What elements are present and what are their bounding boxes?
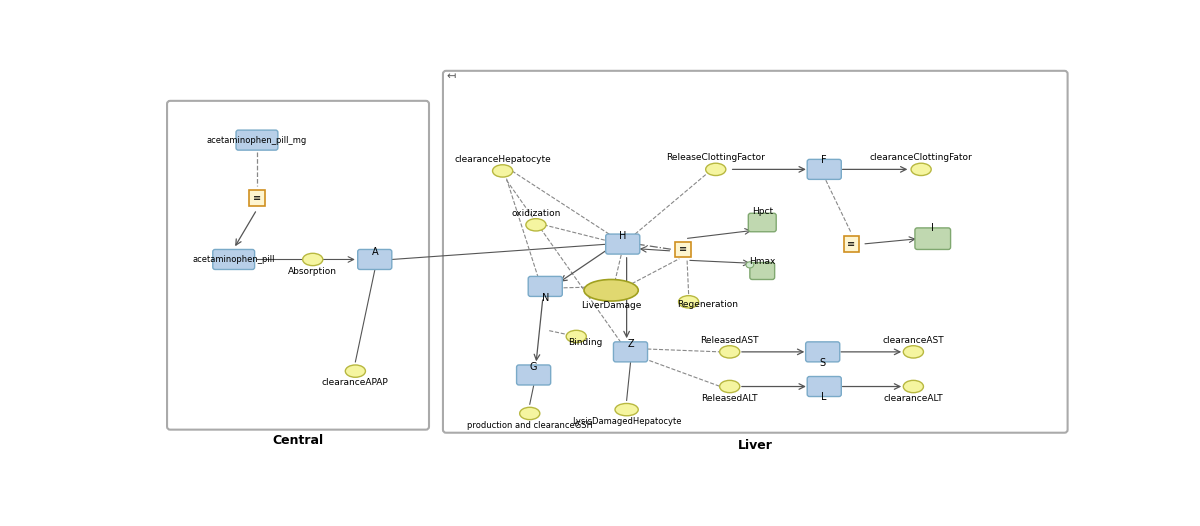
FancyBboxPatch shape (808, 159, 841, 179)
FancyBboxPatch shape (358, 249, 391, 269)
Text: clearanceAST: clearanceAST (882, 336, 944, 345)
FancyBboxPatch shape (749, 213, 776, 232)
Ellipse shape (492, 165, 512, 177)
FancyBboxPatch shape (606, 234, 640, 254)
Text: N: N (541, 293, 548, 303)
FancyBboxPatch shape (528, 276, 563, 297)
Ellipse shape (911, 163, 931, 176)
Ellipse shape (520, 407, 540, 420)
Text: Central: Central (272, 434, 324, 447)
FancyBboxPatch shape (808, 377, 841, 397)
Text: G: G (530, 362, 538, 372)
Text: ≡: ≡ (679, 245, 688, 255)
Text: A: A (372, 247, 378, 257)
Text: Hmax: Hmax (749, 257, 775, 266)
Text: Hpct: Hpct (751, 207, 773, 216)
Text: ReleaseClottingFactor: ReleaseClottingFactor (666, 154, 766, 163)
Text: production and clearanceGSH: production and clearanceGSH (467, 420, 593, 430)
Ellipse shape (746, 262, 754, 268)
Ellipse shape (678, 296, 698, 308)
Ellipse shape (616, 403, 638, 416)
Text: Regeneration: Regeneration (678, 300, 738, 309)
FancyBboxPatch shape (443, 71, 1068, 433)
Text: clearanceAPAP: clearanceAPAP (322, 378, 389, 387)
FancyBboxPatch shape (613, 342, 648, 362)
Ellipse shape (302, 254, 323, 266)
Text: Binding: Binding (569, 338, 602, 347)
FancyBboxPatch shape (516, 365, 551, 385)
FancyBboxPatch shape (914, 228, 950, 249)
FancyBboxPatch shape (236, 130, 278, 150)
Text: ↤: ↤ (446, 70, 456, 80)
Text: S: S (820, 358, 826, 368)
Text: H: H (619, 231, 626, 241)
Ellipse shape (584, 279, 638, 301)
Text: Absorption: Absorption (288, 267, 337, 276)
FancyBboxPatch shape (676, 242, 691, 257)
Text: LysisDamagedHepatocyte: LysisDamagedHepatocyte (572, 417, 682, 426)
Text: ≡: ≡ (253, 193, 262, 203)
Text: ≡: ≡ (847, 239, 856, 249)
Text: acetaminophen_pill: acetaminophen_pill (192, 255, 275, 264)
Ellipse shape (566, 330, 587, 342)
FancyBboxPatch shape (167, 101, 430, 430)
Text: F: F (822, 155, 827, 165)
Text: ReleasedAST: ReleasedAST (701, 336, 758, 345)
FancyBboxPatch shape (805, 342, 840, 362)
Ellipse shape (720, 346, 739, 358)
Text: clearanceHepatocyte: clearanceHepatocyte (455, 155, 551, 164)
Ellipse shape (904, 346, 924, 358)
Text: clearanceALT: clearanceALT (883, 393, 943, 402)
Text: L: L (822, 392, 827, 402)
FancyBboxPatch shape (250, 190, 265, 206)
Text: I: I (931, 223, 934, 233)
FancyBboxPatch shape (212, 249, 254, 269)
Text: Z: Z (628, 339, 634, 349)
Text: acetaminophen_pill_mg: acetaminophen_pill_mg (206, 136, 307, 145)
Ellipse shape (706, 163, 726, 176)
Ellipse shape (904, 380, 924, 393)
Text: clearanceClottingFator: clearanceClottingFator (870, 154, 972, 163)
Text: oxidization: oxidization (511, 209, 560, 218)
Ellipse shape (526, 219, 546, 231)
Text: ReleasedALT: ReleasedALT (702, 393, 758, 402)
Text: LiverDamage: LiverDamage (581, 301, 641, 310)
Ellipse shape (346, 365, 366, 377)
Ellipse shape (720, 380, 739, 393)
FancyBboxPatch shape (750, 262, 775, 279)
FancyBboxPatch shape (844, 236, 859, 252)
Text: Liver: Liver (738, 439, 773, 451)
